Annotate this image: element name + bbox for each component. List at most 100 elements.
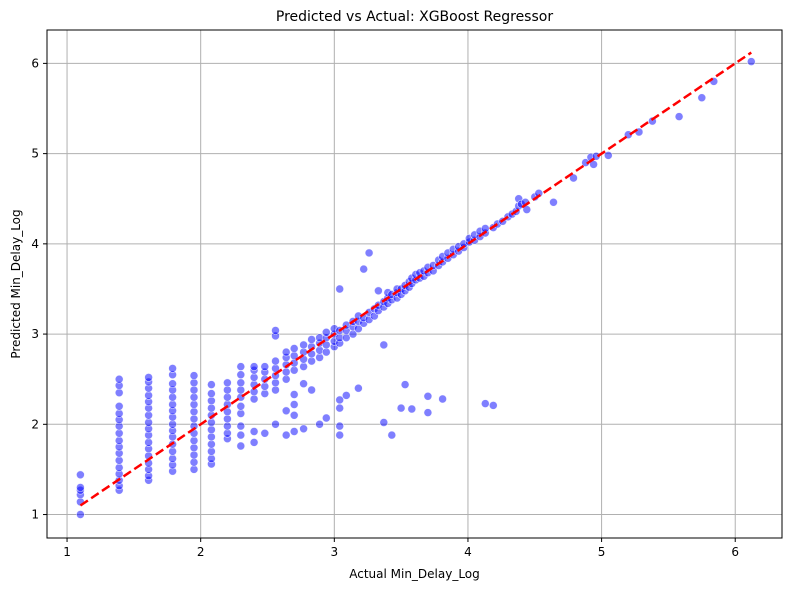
data-point <box>223 392 232 402</box>
data-point <box>236 441 246 451</box>
data-point <box>299 362 308 371</box>
data-point <box>281 374 291 384</box>
data-point <box>168 400 177 409</box>
data-point <box>281 430 291 440</box>
plot-frame <box>46 29 783 539</box>
data-point <box>591 152 601 161</box>
data-point <box>114 456 124 465</box>
data-point <box>746 57 756 66</box>
data-point <box>189 378 199 388</box>
data-point <box>207 403 216 413</box>
data-point <box>144 438 153 447</box>
data-point <box>189 400 199 409</box>
data-point <box>289 410 299 420</box>
data-point <box>400 380 410 389</box>
y-axis-label: Predicted Min_Delay_Log <box>9 209 23 358</box>
data-point <box>299 424 308 434</box>
data-point <box>207 425 216 435</box>
reference-line-group <box>79 51 752 507</box>
data-point <box>674 112 684 121</box>
data-point <box>76 470 85 480</box>
data-point <box>396 403 406 413</box>
data-point <box>249 427 259 436</box>
data-point <box>168 419 177 429</box>
data-point <box>271 419 280 429</box>
data-point <box>223 385 232 395</box>
data-point <box>335 403 345 413</box>
y-tick-label: 2 <box>31 417 39 431</box>
data-point <box>603 151 613 160</box>
y-tick-label: 1 <box>31 508 39 522</box>
chart-title: Predicted vs Actual: XGBoost Regressor <box>276 9 553 25</box>
data-point <box>114 463 124 472</box>
data-point <box>189 392 199 402</box>
data-point <box>364 248 374 258</box>
data-point <box>379 418 389 427</box>
y-tick-label: 4 <box>31 237 39 251</box>
data-point <box>144 418 153 427</box>
data-point <box>299 340 308 350</box>
x-tick-label: 6 <box>731 545 739 559</box>
data-point <box>168 379 177 389</box>
data-point <box>341 391 351 400</box>
data-point <box>271 378 280 388</box>
x-tick-label: 2 <box>197 545 205 559</box>
data-point <box>260 362 270 371</box>
data-point <box>374 286 383 296</box>
data-point <box>289 427 299 436</box>
data-point <box>549 198 558 207</box>
data-point <box>249 373 259 382</box>
data-point <box>307 356 316 366</box>
y-tick-label: 5 <box>31 147 39 161</box>
data-point <box>114 428 124 438</box>
data-point <box>281 406 291 416</box>
x-tick-label: 5 <box>598 545 606 559</box>
data-point <box>207 439 216 449</box>
data-point <box>207 454 216 463</box>
data-point <box>236 370 246 380</box>
reference-line <box>79 51 752 507</box>
data-point <box>236 385 246 395</box>
data-point <box>480 399 490 408</box>
y-tick-label: 6 <box>31 56 39 70</box>
data-point <box>335 430 345 440</box>
data-point <box>407 404 417 414</box>
data-point <box>76 483 85 492</box>
data-point <box>315 419 324 429</box>
data-point <box>387 430 397 440</box>
data-point <box>189 407 199 417</box>
data-point <box>189 414 199 424</box>
data-point <box>321 413 331 423</box>
data-point <box>379 340 389 350</box>
data-point <box>236 401 246 411</box>
data-point <box>189 443 199 453</box>
data-point <box>189 457 199 467</box>
data-point <box>260 428 270 438</box>
data-point <box>236 409 246 418</box>
data-point <box>189 385 199 395</box>
data-point <box>236 421 246 431</box>
data-point <box>423 408 433 417</box>
data-point <box>189 450 199 460</box>
data-point <box>335 421 345 431</box>
data-point <box>289 365 299 375</box>
data-point <box>335 395 345 405</box>
data-point <box>223 414 232 424</box>
data-point <box>236 362 246 371</box>
data-point <box>569 173 578 183</box>
data-point <box>321 347 331 357</box>
data-point <box>144 373 153 382</box>
data-point <box>271 356 280 366</box>
data-point <box>359 264 369 274</box>
data-point <box>114 388 124 398</box>
x-tick-label: 1 <box>63 545 71 559</box>
data-point <box>144 391 153 400</box>
data-point <box>168 454 177 463</box>
data-point <box>249 394 259 404</box>
data-point <box>289 400 299 409</box>
data-point <box>299 379 308 389</box>
data-point <box>114 401 124 411</box>
x-axis-label: Actual Min_Delay_Log <box>349 567 480 581</box>
data-point <box>114 374 124 384</box>
data-point <box>321 327 331 337</box>
